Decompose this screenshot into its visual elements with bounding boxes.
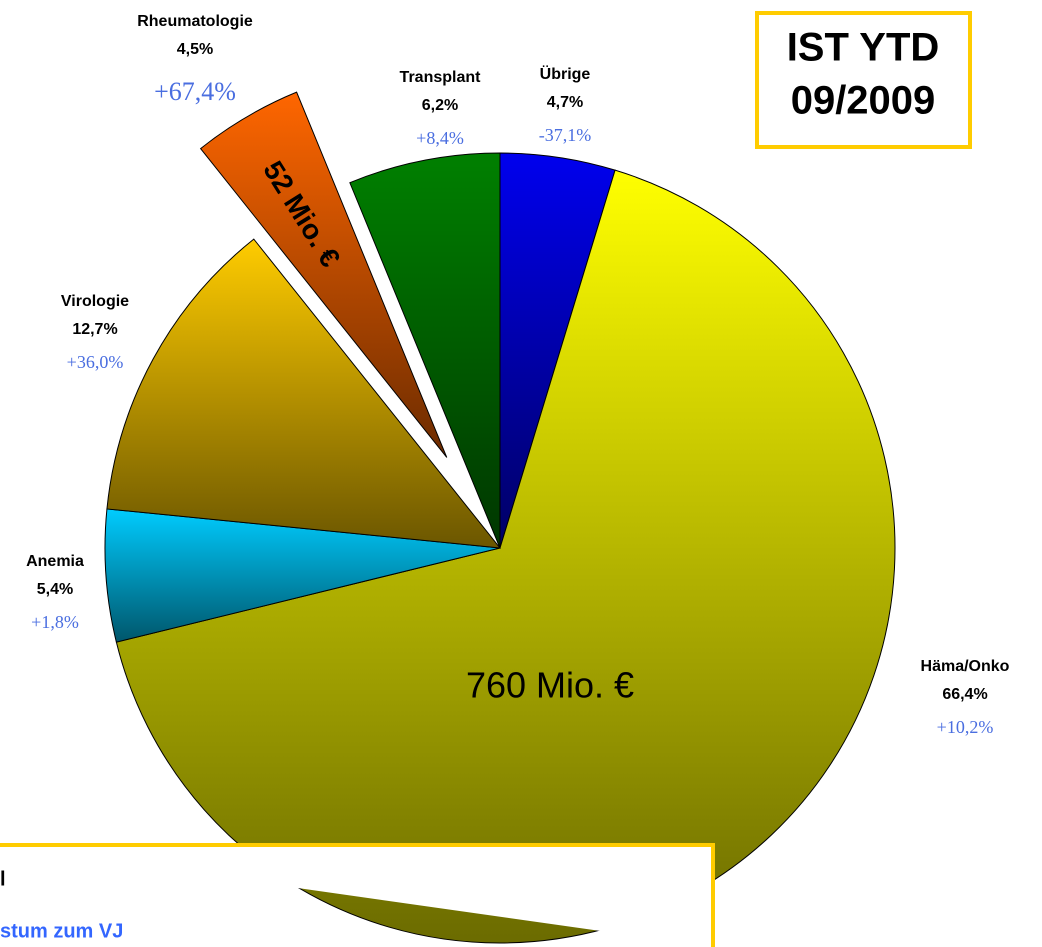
change-label: -37,1% xyxy=(539,125,592,145)
title-box xyxy=(755,11,972,149)
value-label: 66,4% xyxy=(942,686,987,703)
category-label: Virologie xyxy=(61,293,129,310)
category-label: Anemia xyxy=(26,553,84,570)
value-label: 12,7% xyxy=(72,321,117,338)
value-label: 4,7% xyxy=(547,94,583,111)
legend-text: stum zum VJ xyxy=(0,920,123,942)
change-label: +1,8% xyxy=(31,612,79,632)
change-label: +67,4% xyxy=(154,77,236,106)
change-label: +8,4% xyxy=(416,128,464,148)
title: IST YTD xyxy=(787,26,940,70)
category-label: Rheumatologie xyxy=(137,13,253,30)
change-label: +10,2% xyxy=(937,717,994,737)
pie-slice xyxy=(349,152,501,549)
value-label: 4,5% xyxy=(177,41,213,58)
legend-box xyxy=(0,843,715,947)
category-label: Häma/Onko xyxy=(921,658,1010,675)
change-label: +36,0% xyxy=(67,352,124,372)
pie-slice xyxy=(106,238,502,549)
value-label: 5,4% xyxy=(37,581,73,598)
value-label: 6,2% xyxy=(422,97,458,114)
title: 09/2009 xyxy=(791,79,936,123)
pie xyxy=(104,91,896,944)
category-label: Übrige xyxy=(540,64,591,83)
slice-annotation: 760 Mio. € xyxy=(466,665,634,706)
legend-text: l xyxy=(0,868,6,890)
pie-slice xyxy=(104,508,501,643)
category-label: Transplant xyxy=(400,69,482,86)
pie-slice xyxy=(199,91,448,458)
